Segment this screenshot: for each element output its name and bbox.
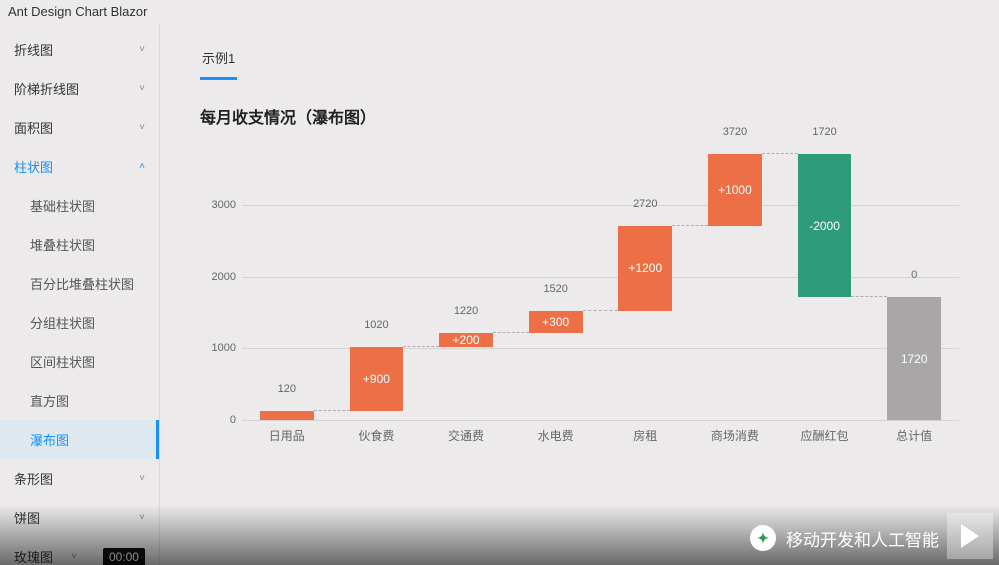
sidebar-item-11[interactable]: 条形图 ˅ [0,459,159,498]
x-tick-label: 总计值 [869,427,959,444]
sidebar-item-5[interactable]: 堆叠柱状图 [0,225,159,264]
sidebar-item-label: 区间柱状图 [30,352,95,371]
bar-positive[interactable]: +300 [529,311,583,332]
sidebar-item-13[interactable]: 玫瑰图 ˅ 00:00 [0,537,159,565]
chart-title: 每月收支情况（瀑布图） [200,104,969,128]
y-tick-label: 0 [204,414,236,426]
x-tick-label: 交通费 [421,427,511,444]
y-tick-label: 3000 [204,199,236,211]
sidebar-item-3[interactable]: 柱状图 ˄ [0,147,159,186]
bar-positive[interactable]: +200 [439,333,493,347]
x-tick-label: 水电费 [511,427,601,444]
play-icon [961,524,979,548]
chevron-down-icon: ˅ [139,44,145,55]
sidebar-item-label: 基础柱状图 [30,196,95,215]
bar-top-label: 1720 [780,126,870,138]
bar-top-label: 1220 [421,305,511,317]
sidebar-item-label: 瀑布图 [30,430,69,449]
bar-top-label: 1020 [332,319,422,331]
bar-positive[interactable] [260,411,314,420]
x-tick-label: 商场消费 [690,427,780,444]
watermark-text: 移动开发和人工智能 [786,526,939,551]
bar-positive[interactable]: +1200 [618,226,672,312]
sidebar-item-6[interactable]: 百分比堆叠柱状图 [0,264,159,303]
play-button[interactable] [947,513,993,559]
main-panel: 示例1 每月收支情况（瀑布图） 0 1000 2000 3000 120 +900 1020… [160,24,999,565]
bar-column: +10003720 [690,154,780,420]
watermark: ✦ 移动开发和人工智能 [750,525,939,551]
bar-column: +200 1220 [421,154,511,420]
bar-top-label: 1520 [511,283,601,295]
bar-column: +300 1520 [511,154,601,420]
chevron-down-icon: ˅ [139,122,145,133]
bar-top-label: 2720 [601,198,691,210]
y-tick-label: 2000 [204,271,236,283]
wechat-icon: ✦ [750,525,776,551]
grid-line [242,420,959,421]
sidebar-item-label: 分组柱状图 [30,313,95,332]
bar-column: -20001720 [780,154,870,420]
sidebar-item-1[interactable]: 阶梯折线图 ˅ [0,69,159,108]
bar-column: +1200 2720 [601,154,691,420]
sidebar: 折线图 ˅ 阶梯折线图 ˅ 面积图 ˅ 柱状图 ˄ 基础柱状图堆叠柱状图百分比堆叠柱状图分组柱状… [0,24,160,565]
chevron-down-icon: ˅ [139,473,145,484]
x-tick-label: 房租 [601,427,691,444]
app-header: Ant Design Chart Blazor [0,0,999,24]
sidebar-item-9[interactable]: 直方图 [0,381,159,420]
tabs: 示例1 [200,42,969,80]
y-tick-label: 1000 [204,342,236,354]
chevron-down-icon: ˅ [139,512,145,523]
chevron-up-icon: ˄ [139,161,145,172]
bar-positive[interactable]: +1000 [708,154,762,226]
chevron-down-icon: ˅ [139,83,145,94]
bar-positive[interactable]: +900 [350,347,404,411]
sidebar-item-label: 条形图 [14,469,53,488]
sidebar-item-label: 百分比堆叠柱状图 [30,274,134,293]
bar-total[interactable]: 1720 [887,297,941,420]
sidebar-item-label: 堆叠柱状图 [30,235,95,254]
x-tick-label: 日用品 [242,427,332,444]
app-title: Ant Design Chart Blazor [8,4,147,19]
waterfall-chart: 0100020003000120+9001020+2001220+3001520… [242,144,969,454]
sidebar-item-label: 饼图 [14,508,40,527]
x-tick-label: 应酬红包 [780,427,870,444]
sidebar-item-label: 柱状图 [14,157,53,176]
bar-top-label: 0 [869,269,959,281]
tab-example-1[interactable]: 示例1 [200,42,237,80]
sidebar-item-label: 阶梯折线图 [14,79,79,98]
video-time-badge: 00:00 [103,548,145,565]
bar-top-label: 3720 [690,126,780,138]
sidebar-item-label: 面积图 [14,118,53,137]
sidebar-item-12[interactable]: 饼图 ˅ [0,498,159,537]
sidebar-item-0[interactable]: 折线图 ˅ [0,30,159,69]
bar-column: 1720 0 [869,154,959,420]
sidebar-item-8[interactable]: 区间柱状图 [0,342,159,381]
bar-negative[interactable]: -2000 [798,154,852,297]
chevron-down-icon: ˅ [71,551,77,562]
sidebar-item-label: 玫瑰图 [14,547,53,565]
x-tick-label: 伙食费 [332,427,422,444]
sidebar-item-4[interactable]: 基础柱状图 [0,186,159,225]
sidebar-item-2[interactable]: 面积图 ˅ [0,108,159,147]
sidebar-item-label: 直方图 [30,391,69,410]
bar-column: +900 1020 [332,154,422,420]
bar-top-label: 120 [242,383,332,395]
bar-column: 120 [242,154,332,420]
sidebar-item-10[interactable]: 瀑布图 [0,420,159,459]
sidebar-item-7[interactable]: 分组柱状图 [0,303,159,342]
app-body: 折线图 ˅ 阶梯折线图 ˅ 面积图 ˅ 柱状图 ˄ 基础柱状图堆叠柱状图百分比堆叠柱状图分组柱状… [0,24,999,565]
sidebar-item-label: 折线图 [14,40,53,59]
